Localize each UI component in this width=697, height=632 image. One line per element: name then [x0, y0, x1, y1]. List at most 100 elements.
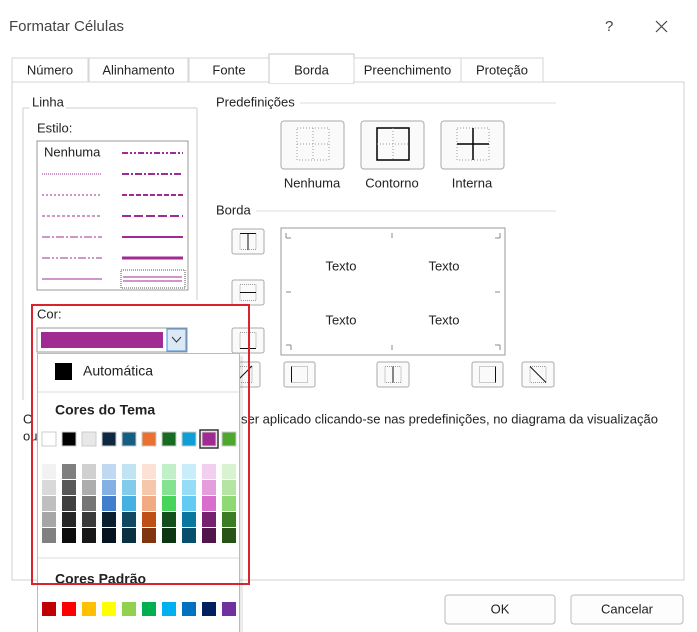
shade-color[interactable] — [82, 528, 96, 543]
theme-color[interactable] — [141, 431, 157, 447]
shade-color[interactable] — [82, 496, 96, 511]
shade-color[interactable] — [162, 528, 176, 543]
shade-color[interactable] — [222, 528, 236, 543]
shade-color[interactable] — [182, 464, 196, 479]
shade-color[interactable] — [222, 496, 236, 511]
tab[interactable] — [460, 57, 544, 83]
auto-swatch[interactable] — [55, 363, 72, 380]
theme-color[interactable] — [61, 431, 77, 447]
shade-color[interactable] — [182, 496, 196, 511]
standard-color[interactable] — [62, 602, 76, 616]
close-button[interactable] — [655, 20, 668, 33]
shade-color[interactable] — [142, 480, 156, 495]
shade-color[interactable] — [62, 496, 76, 511]
shade-color[interactable] — [202, 496, 216, 511]
shade-color[interactable] — [162, 464, 176, 479]
shade-color[interactable] — [182, 480, 196, 495]
shade-color[interactable] — [162, 512, 176, 527]
shade-color[interactable] — [222, 512, 236, 527]
preset-label: Contorno — [365, 175, 418, 190]
tab[interactable] — [11, 57, 89, 83]
shade-color[interactable] — [62, 480, 76, 495]
standard-color[interactable] — [142, 602, 156, 616]
border-button[interactable] — [471, 361, 504, 388]
shade-color[interactable] — [42, 464, 56, 479]
style-selected — [120, 269, 186, 289]
presets-title: Predefinições — [216, 94, 295, 109]
theme-color[interactable] — [221, 431, 237, 447]
theme-color[interactable] — [101, 431, 117, 447]
highlight-box — [31, 304, 250, 585]
shade-color[interactable] — [142, 528, 156, 543]
hint-text: ser aplicado clicando-se nas predefiniçõ… — [241, 411, 658, 426]
shade-color[interactable] — [142, 512, 156, 527]
shade-color[interactable] — [142, 464, 156, 479]
theme-color[interactable] — [121, 431, 137, 447]
tab-label: Proteção — [476, 62, 528, 77]
standard-color[interactable] — [102, 602, 116, 616]
dropdown-arrow[interactable] — [166, 328, 187, 352]
standard-color[interactable] — [202, 602, 216, 616]
theme-color[interactable] — [181, 431, 197, 447]
cancel-button[interactable] — [570, 594, 684, 625]
preset-label: Interna — [452, 175, 493, 190]
standard-color[interactable] — [222, 602, 236, 616]
style-option[interactable] — [123, 276, 182, 282]
shade-color[interactable] — [102, 480, 116, 495]
border-buttons — [227, 228, 555, 388]
standard-color[interactable] — [182, 602, 196, 616]
preset-label: Nenhuma — [284, 175, 341, 190]
shade-color[interactable] — [122, 528, 136, 543]
shade-color[interactable] — [182, 528, 196, 543]
standard-color[interactable] — [82, 602, 96, 616]
ok-button[interactable] — [444, 594, 556, 625]
shade-color[interactable] — [102, 528, 116, 543]
shade-color[interactable] — [202, 464, 216, 479]
preset-icon — [377, 128, 409, 160]
theme-color[interactable] — [81, 431, 97, 447]
border-button[interactable] — [283, 361, 316, 388]
shade-color[interactable] — [42, 512, 56, 527]
shade-color[interactable] — [182, 512, 196, 527]
tab[interactable] — [268, 53, 355, 84]
shade-color[interactable] — [102, 496, 116, 511]
theme-color[interactable] — [161, 431, 177, 447]
standard-color[interactable] — [122, 602, 136, 616]
shade-color[interactable] — [142, 496, 156, 511]
shade-color[interactable] — [162, 496, 176, 511]
help-button[interactable]: ? — [605, 18, 613, 35]
shade-color[interactable] — [42, 480, 56, 495]
shade-color[interactable] — [62, 464, 76, 479]
shade-color[interactable] — [202, 528, 216, 543]
shade-color[interactable] — [42, 496, 56, 511]
standard-color[interactable] — [42, 602, 56, 616]
shade-color[interactable] — [122, 464, 136, 479]
style-none[interactable]: Nenhuma — [44, 144, 101, 159]
shade-color[interactable] — [62, 512, 76, 527]
border-preview[interactable] — [280, 227, 506, 356]
shade-color[interactable] — [122, 512, 136, 527]
shade-color[interactable] — [122, 480, 136, 495]
shade-color[interactable] — [102, 464, 116, 479]
swatches — [41, 429, 237, 616]
shade-color[interactable] — [222, 480, 236, 495]
shade-color[interactable] — [162, 480, 176, 495]
shade-color[interactable] — [62, 528, 76, 543]
shade-color[interactable] — [202, 512, 216, 527]
shade-color[interactable] — [42, 528, 56, 543]
style-label: Estilo: — [37, 120, 72, 135]
preview-guides — [285, 233, 501, 350]
standard-color[interactable] — [162, 602, 176, 616]
theme-color[interactable] — [41, 431, 57, 447]
shade-color[interactable] — [82, 464, 96, 479]
theme-color[interactable] — [201, 431, 217, 447]
auto-label[interactable]: Automática — [83, 363, 153, 379]
tab[interactable] — [88, 57, 189, 83]
shade-color[interactable] — [222, 464, 236, 479]
style-options — [42, 152, 186, 289]
shade-color[interactable] — [122, 496, 136, 511]
shade-color[interactable] — [82, 512, 96, 527]
shade-color[interactable] — [202, 480, 216, 495]
shade-color[interactable] — [102, 512, 116, 527]
shade-color[interactable] — [82, 480, 96, 495]
